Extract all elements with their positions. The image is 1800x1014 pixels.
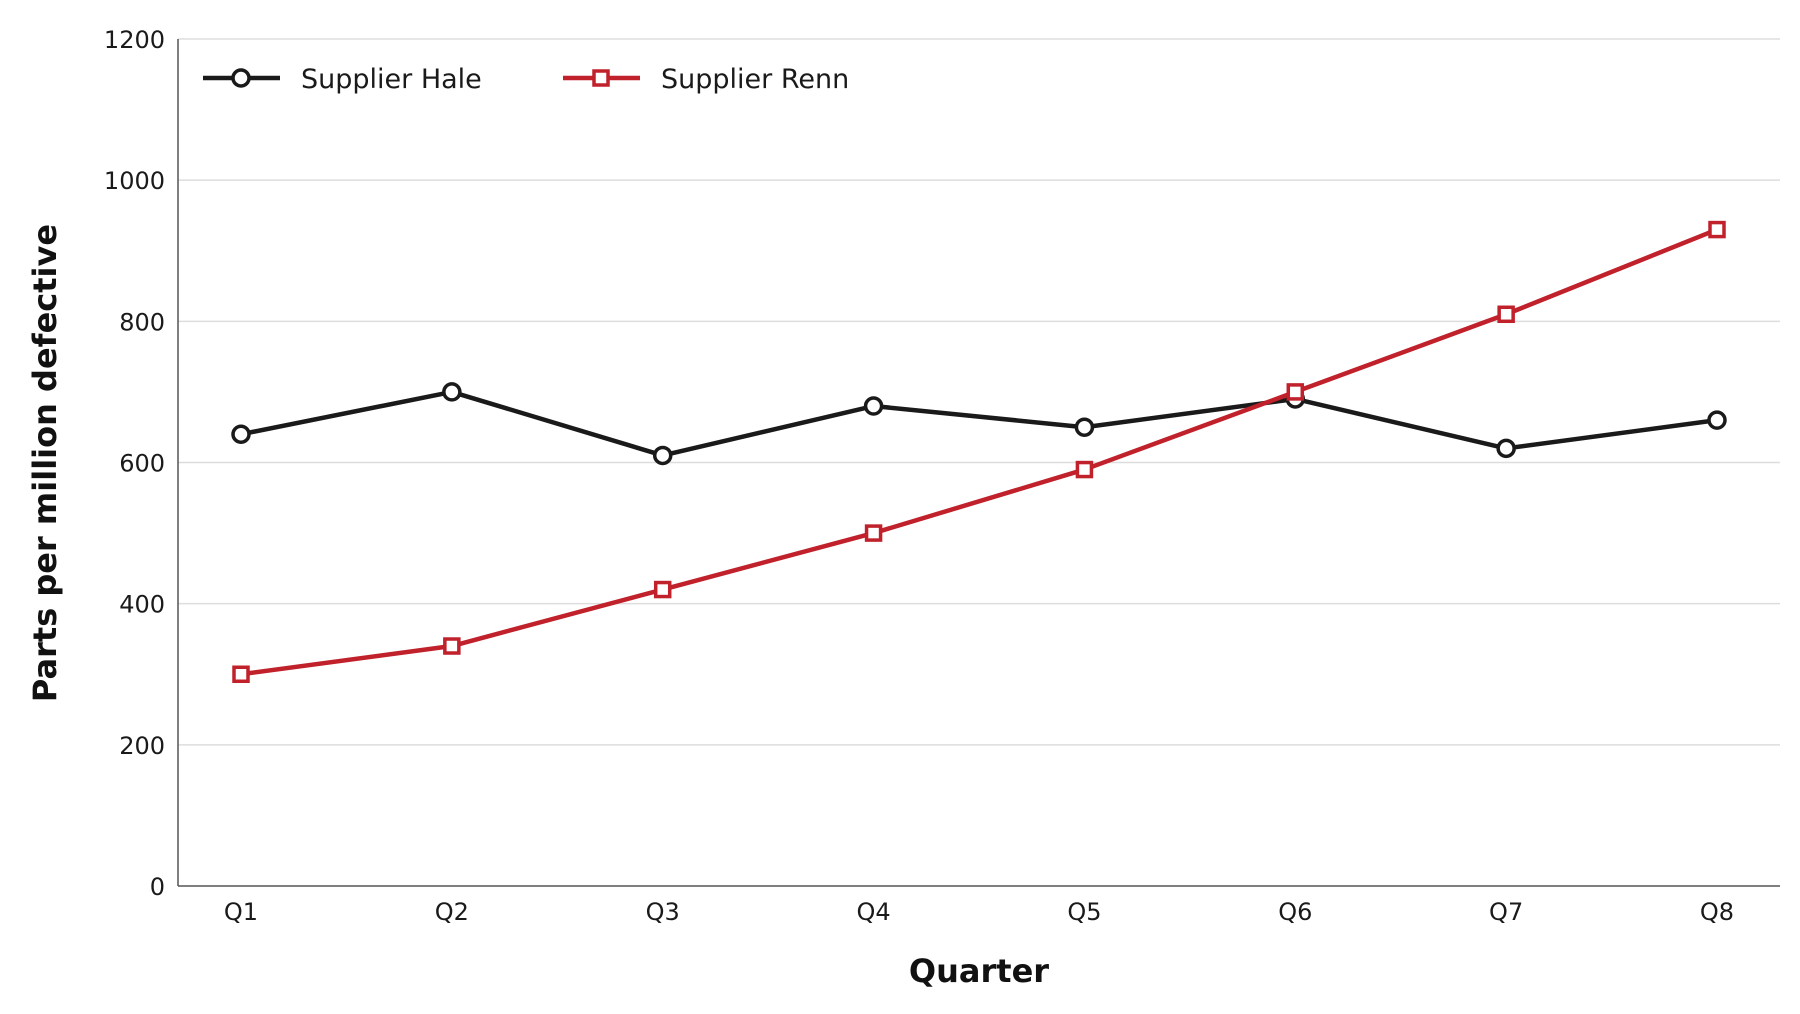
- data-point-square: [1286, 383, 1305, 401]
- series-line: [240, 227, 1718, 677]
- series-group: [231, 220, 1727, 683]
- data-point-circle: [231, 424, 251, 445]
- data-point-square: [653, 580, 672, 599]
- y-tick-label: 0: [150, 873, 165, 901]
- y-tick-label: 1200: [104, 26, 165, 54]
- data-point-circle: [1074, 417, 1095, 437]
- data-point-circle: [442, 382, 462, 402]
- series-line: [240, 389, 1718, 458]
- series-1: [231, 382, 1727, 466]
- x-axis-title: Quarter: [909, 952, 1049, 990]
- legend-item: Supplier Renn: [563, 64, 849, 95]
- x-tick-label: Q4: [856, 898, 890, 926]
- x-tick-label: Q8: [1700, 898, 1734, 926]
- y-axis-title: Parts per million defective: [26, 224, 64, 702]
- y-tick-labels: 0 200 400 600 800 1000 1200: [104, 26, 165, 901]
- data-point-circle: [1707, 410, 1727, 430]
- data-point-square: [864, 524, 883, 542]
- y-tick-label: 600: [119, 450, 165, 478]
- legend-label: Supplier Renn: [661, 64, 849, 95]
- data-point-square: [1497, 305, 1515, 324]
- legend-marker-square: [592, 69, 610, 87]
- data-point-circle: [652, 445, 673, 466]
- gridlines: [178, 38, 1780, 746]
- data-point-circle: [863, 396, 884, 416]
- data-point-circle: [1496, 438, 1516, 459]
- y-tick-label: 800: [119, 308, 165, 336]
- data-point-square: [232, 665, 250, 683]
- x-tick-label: Q3: [646, 898, 680, 926]
- series-2: [232, 220, 1726, 683]
- legend-item: Supplier Hale: [203, 64, 482, 95]
- legend: Supplier Hale Supplier Renn: [203, 64, 849, 95]
- x-tick-label: Q6: [1278, 898, 1312, 926]
- legend-label: Supplier Hale: [301, 64, 482, 95]
- y-tick-label: 400: [119, 591, 165, 619]
- x-tick-labels: Q1 Q2 Q3 Q4 Q5 Q6 Q7 Q8: [224, 898, 1734, 926]
- axes: [177, 39, 1780, 887]
- x-tick-label: Q2: [435, 898, 469, 926]
- x-tick-label: Q7: [1489, 898, 1523, 926]
- y-tick-label: 200: [119, 732, 165, 760]
- data-point-square: [1708, 220, 1726, 239]
- x-tick-label: Q5: [1067, 898, 1101, 926]
- data-point-square: [443, 637, 461, 655]
- legend-marker-circle: [231, 68, 251, 88]
- x-tick-label: Q1: [224, 898, 258, 926]
- data-point-square: [1075, 460, 1094, 479]
- y-tick-label: 1000: [104, 167, 165, 195]
